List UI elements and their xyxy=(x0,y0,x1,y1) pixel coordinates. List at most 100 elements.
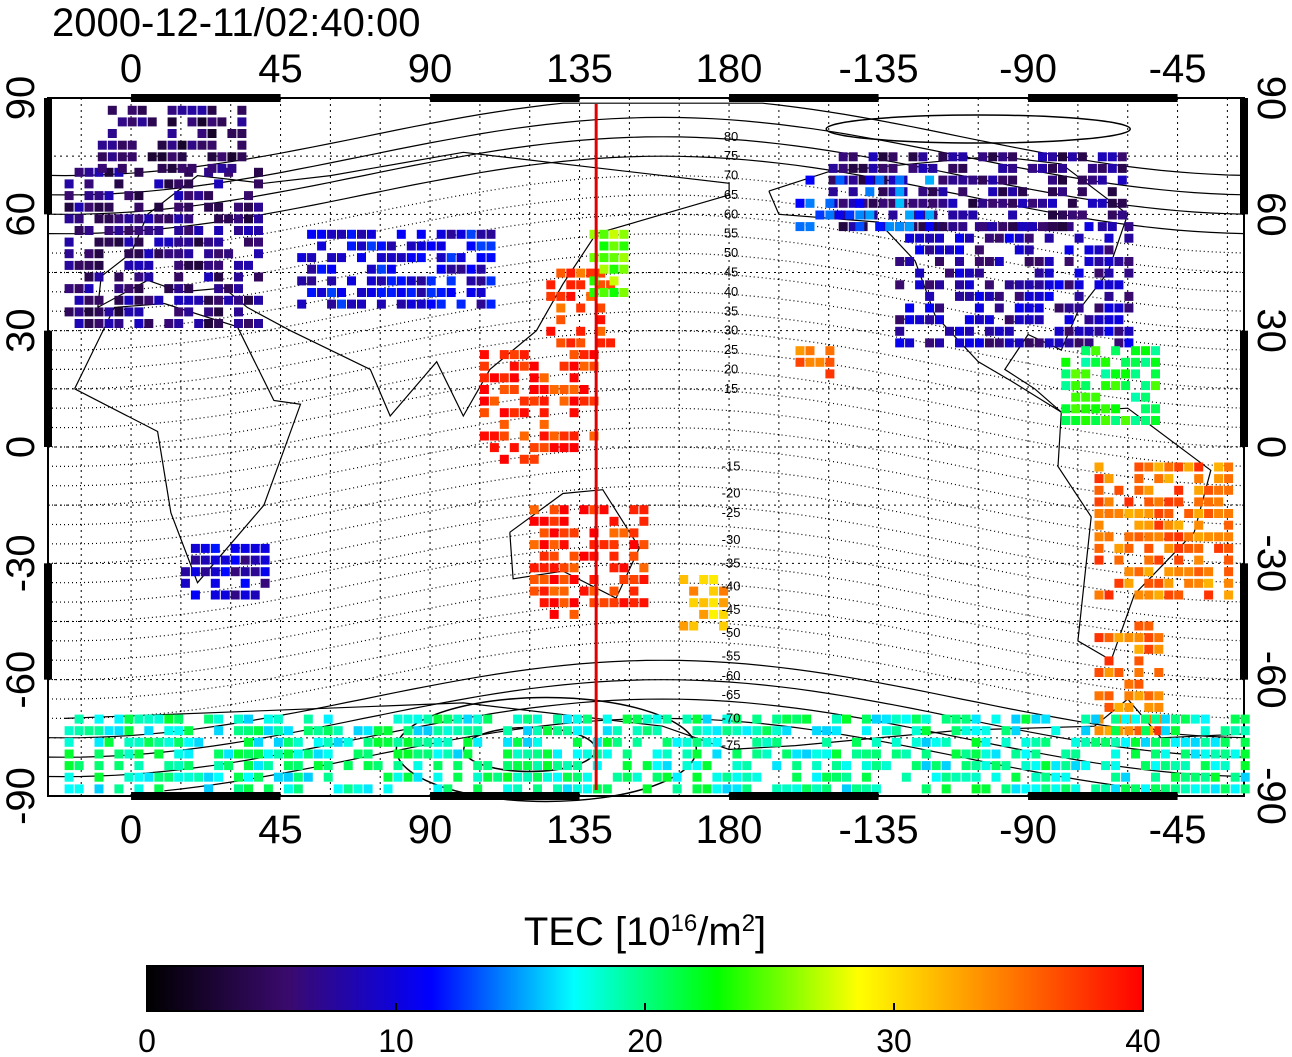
tec-cell xyxy=(971,726,981,736)
tec-cell xyxy=(433,726,443,736)
tec-cell xyxy=(795,222,805,232)
tec-cell xyxy=(117,140,127,150)
tec-cell xyxy=(974,338,984,348)
tec-cell xyxy=(164,761,174,771)
tec-cell xyxy=(885,222,895,232)
tec-cell xyxy=(204,202,214,212)
tec-cell xyxy=(476,299,486,309)
tec-cell xyxy=(1024,291,1034,301)
coastline-path xyxy=(509,489,641,600)
tec-cell xyxy=(569,609,579,619)
tec-cell xyxy=(832,714,841,724)
tec-cell xyxy=(493,772,503,782)
tec-cell xyxy=(1111,772,1121,782)
tec-cell xyxy=(1081,381,1091,391)
tec-cell xyxy=(582,784,592,794)
tec-cell xyxy=(562,784,572,794)
tec-cell xyxy=(453,772,463,782)
tec-cell xyxy=(1151,772,1160,782)
tec-cell xyxy=(386,241,396,251)
tec-cell xyxy=(307,264,317,274)
tec-cell xyxy=(1114,303,1124,313)
tec-cell xyxy=(1074,326,1084,336)
tec-cell xyxy=(234,295,243,305)
tec-cell xyxy=(1018,198,1028,208)
tec-cell xyxy=(1240,772,1250,782)
mag-contour-line xyxy=(47,252,1245,332)
tec-cell xyxy=(513,784,523,794)
bottom-lon-label: -90 xyxy=(999,808,1057,852)
tec-cell xyxy=(1214,497,1224,507)
tec-cell xyxy=(347,241,356,251)
tec-cell xyxy=(214,307,224,317)
contour-label: 45 xyxy=(724,265,738,280)
tec-cell xyxy=(905,257,915,266)
tec-cell xyxy=(250,555,260,565)
left-lat-label: -90 xyxy=(0,767,43,825)
top-lon-label: 135 xyxy=(546,47,613,91)
tec-cell xyxy=(1134,462,1144,472)
tec-cell xyxy=(237,152,247,162)
tec-cell xyxy=(476,264,486,274)
tec-cell xyxy=(848,222,858,232)
tec-cell xyxy=(363,737,373,747)
tec-cell xyxy=(177,140,187,150)
tec-cell xyxy=(1061,381,1071,391)
tec-cell xyxy=(1200,737,1210,747)
tec-cell xyxy=(214,249,224,259)
frame-bar-left xyxy=(44,330,52,447)
tec-cell xyxy=(1107,187,1117,197)
tec-cell xyxy=(915,315,925,325)
tec-cell xyxy=(1210,737,1220,747)
tec-cell xyxy=(240,555,250,565)
tec-cell xyxy=(187,140,197,150)
tec-cell xyxy=(254,272,263,282)
tec-cell xyxy=(945,245,954,255)
tec-cell xyxy=(1097,152,1107,162)
tec-cell xyxy=(1180,784,1190,794)
tec-cell xyxy=(1134,633,1144,643)
tec-cell xyxy=(1008,222,1018,232)
tec-cell xyxy=(433,749,443,759)
tec-cell xyxy=(1014,338,1024,348)
map-area: 8075706560555045403530252015-15-20-25-30… xyxy=(47,97,1250,803)
tec-cell xyxy=(174,761,184,771)
tec-cell xyxy=(1134,485,1144,495)
contour-label: -15 xyxy=(722,458,741,473)
tec-cell xyxy=(529,516,539,526)
tec-cell xyxy=(174,202,184,212)
tec-cell xyxy=(642,784,652,794)
tec-cell xyxy=(244,726,253,736)
tec-cell xyxy=(1194,474,1204,484)
tec-cell xyxy=(323,714,333,724)
tec-cell xyxy=(260,578,270,588)
tec-cell xyxy=(868,198,878,208)
tec-cell xyxy=(254,761,263,771)
top-lon-label: 180 xyxy=(696,47,763,91)
tec-cell xyxy=(200,567,210,577)
frame-bar-bottom xyxy=(430,792,580,800)
tec-cell xyxy=(559,563,569,573)
tec-cell xyxy=(559,443,569,453)
tec-cell xyxy=(234,202,243,212)
mag-contour-line xyxy=(47,446,1245,526)
tec-cell xyxy=(187,105,197,115)
tec-cell xyxy=(1164,462,1174,472)
tec-cell xyxy=(692,737,702,747)
tec-cell xyxy=(453,714,463,724)
tec-cell xyxy=(901,772,911,782)
tec-cell xyxy=(1224,543,1234,553)
tec-cell xyxy=(1104,726,1114,736)
tec-cell xyxy=(1224,509,1234,518)
tec-cell xyxy=(1084,326,1094,336)
tec-cell xyxy=(104,167,114,177)
tec-cell xyxy=(994,338,1004,348)
tec-cell xyxy=(114,761,124,771)
tec-cell xyxy=(244,784,253,794)
tec-cell xyxy=(207,152,217,162)
tec-cell xyxy=(134,737,144,747)
tec-cell xyxy=(1101,381,1111,391)
tec-cell xyxy=(699,575,709,584)
tec-cell xyxy=(124,714,134,724)
